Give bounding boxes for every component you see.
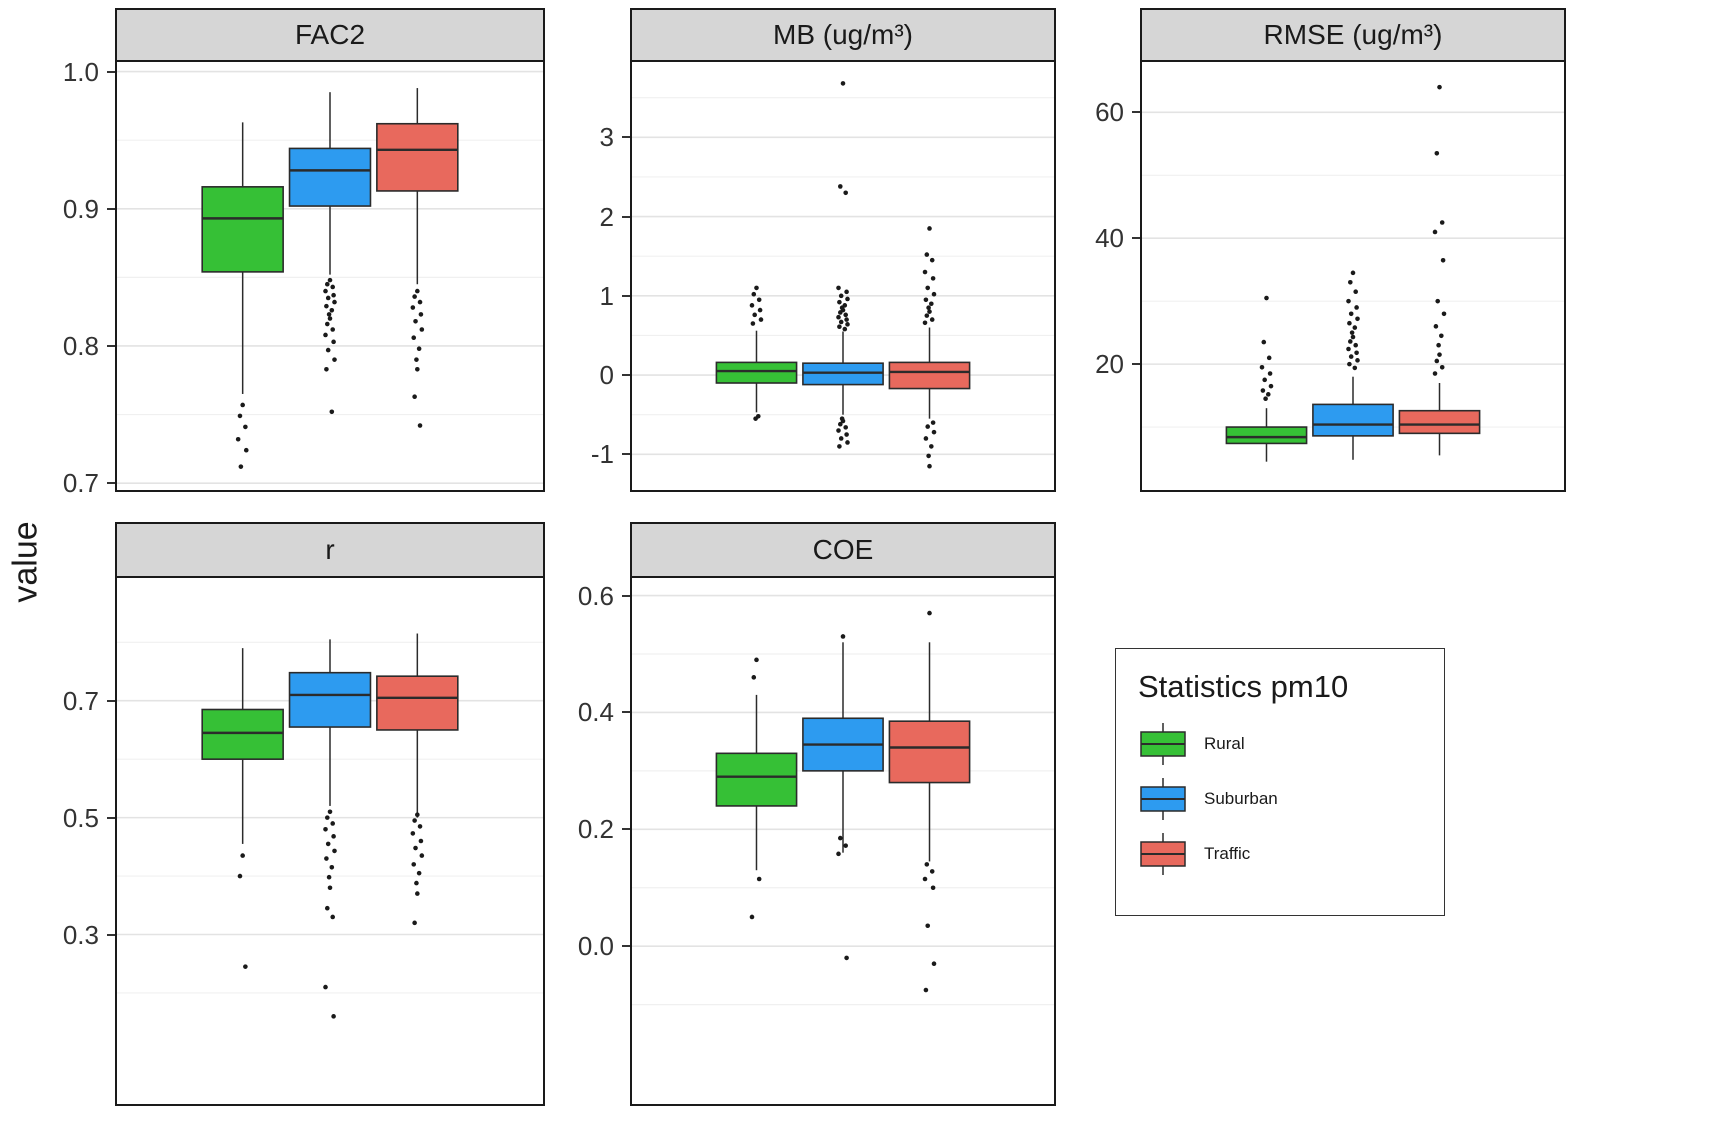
y-tick-label: 20 xyxy=(1095,349,1124,380)
legend-label: Rural xyxy=(1204,734,1245,753)
legend-label: Traffic xyxy=(1204,844,1251,863)
panel-canvas xyxy=(1142,84,1564,462)
legend-item-suburban: Suburban xyxy=(1138,776,1422,822)
y-axis-title: value xyxy=(6,521,45,603)
facet-mb: MB (ug/m³) xyxy=(630,8,1056,492)
y-tick-mark xyxy=(622,828,630,831)
y-tick-mark xyxy=(107,933,115,936)
legend-key-traffic-icon xyxy=(1140,833,1186,875)
y-tick-label: 0 xyxy=(599,360,614,391)
facet-title: r xyxy=(325,534,335,565)
y-tick-label: 40 xyxy=(1095,223,1124,254)
legend-key-suburban-icon xyxy=(1140,778,1186,820)
y-tick-mark xyxy=(622,711,630,714)
y-tick-mark xyxy=(107,699,115,702)
box-traffic xyxy=(376,88,459,428)
y-tick-label: 0.2 xyxy=(577,814,614,845)
y-tick-label: 0.3 xyxy=(62,919,99,950)
y-tick-label: 3 xyxy=(599,122,614,153)
legend-items: Rural Suburban Traffic xyxy=(1138,721,1422,877)
facet-title: COE xyxy=(812,534,874,565)
box-rural xyxy=(715,285,798,421)
y-tick-label: -1 xyxy=(590,439,614,470)
box-suburban xyxy=(288,639,372,1019)
box-suburban xyxy=(1312,270,1394,460)
facet-panel xyxy=(115,578,545,1106)
legend-item-rural: Rural xyxy=(1138,721,1422,767)
y-tick-mark xyxy=(107,207,115,210)
box-rural xyxy=(201,122,284,469)
panel-canvas xyxy=(632,594,1054,1006)
y-tick-label: 0.0 xyxy=(577,931,614,962)
legend-item-traffic: Traffic xyxy=(1138,831,1422,877)
y-tick-mark xyxy=(622,294,630,297)
box-traffic xyxy=(888,610,971,993)
y-tick-label: 1 xyxy=(599,280,614,311)
y-tick-mark xyxy=(1132,111,1140,114)
facet-coe: COE xyxy=(630,522,1056,1106)
box-suburban xyxy=(288,92,372,415)
y-tick-label: 1.0 xyxy=(62,56,99,87)
y-tick-mark xyxy=(622,453,630,456)
facet-strip: r xyxy=(115,522,545,578)
box-suburban xyxy=(802,81,884,449)
facet-r: r xyxy=(115,522,545,1106)
panel-canvas xyxy=(117,633,543,1019)
y-tick-mark xyxy=(622,215,630,218)
box-rural xyxy=(201,648,284,969)
y-tick-mark xyxy=(107,816,115,819)
facet-panel xyxy=(630,578,1056,1106)
y-tick-mark xyxy=(107,70,115,73)
y-tick-label: 60 xyxy=(1095,97,1124,128)
facet-title: RMSE (ug/m³) xyxy=(1263,19,1443,50)
y-tick-mark xyxy=(622,374,630,377)
y-tick-label: 0.5 xyxy=(62,802,99,833)
facet-panel xyxy=(115,62,545,492)
y-tick-label: 0.8 xyxy=(62,330,99,361)
legend-key-rural-icon xyxy=(1140,723,1186,765)
panel-canvas xyxy=(632,81,1054,469)
panel-canvas xyxy=(117,70,543,484)
y-tick-mark xyxy=(1132,363,1140,366)
box-suburban xyxy=(802,634,884,961)
y-tick-label: 0.6 xyxy=(577,580,614,611)
y-tick-label: 0.7 xyxy=(62,468,99,499)
y-tick-mark xyxy=(622,136,630,139)
facet-panel xyxy=(1140,62,1566,492)
facet-fac2: FAC2 xyxy=(115,8,545,492)
y-tick-label: 0.4 xyxy=(577,697,614,728)
y-tick-mark xyxy=(622,945,630,948)
facet-panel xyxy=(630,62,1056,492)
box-traffic xyxy=(376,633,459,926)
y-tick-label: 2 xyxy=(599,201,614,232)
legend-title: Statistics pm10 xyxy=(1138,669,1349,704)
y-tick-mark xyxy=(1132,237,1140,240)
box-rural xyxy=(715,657,798,920)
facet-rmse: RMSE (ug/m³) xyxy=(1140,8,1566,492)
facet-strip: MB (ug/m³) xyxy=(630,8,1056,62)
y-tick-mark xyxy=(622,594,630,597)
facet-strip: RMSE (ug/m³) xyxy=(1140,8,1566,62)
y-tick-mark xyxy=(107,344,115,347)
box-traffic xyxy=(888,226,971,469)
facet-title: MB (ug/m³) xyxy=(773,19,913,50)
y-tick-mark xyxy=(107,482,115,485)
facet-strip: FAC2 xyxy=(115,8,545,62)
legend: Statistics pm10 Rural Suburban Traffic xyxy=(1115,648,1445,916)
legend-label: Suburban xyxy=(1204,789,1278,808)
facet-strip: COE xyxy=(630,522,1056,578)
facet-title: FAC2 xyxy=(294,19,366,50)
y-tick-label: 0.9 xyxy=(62,193,99,224)
y-tick-label: 0.7 xyxy=(62,685,99,716)
box-rural xyxy=(1225,295,1308,462)
box-traffic xyxy=(1398,84,1481,456)
